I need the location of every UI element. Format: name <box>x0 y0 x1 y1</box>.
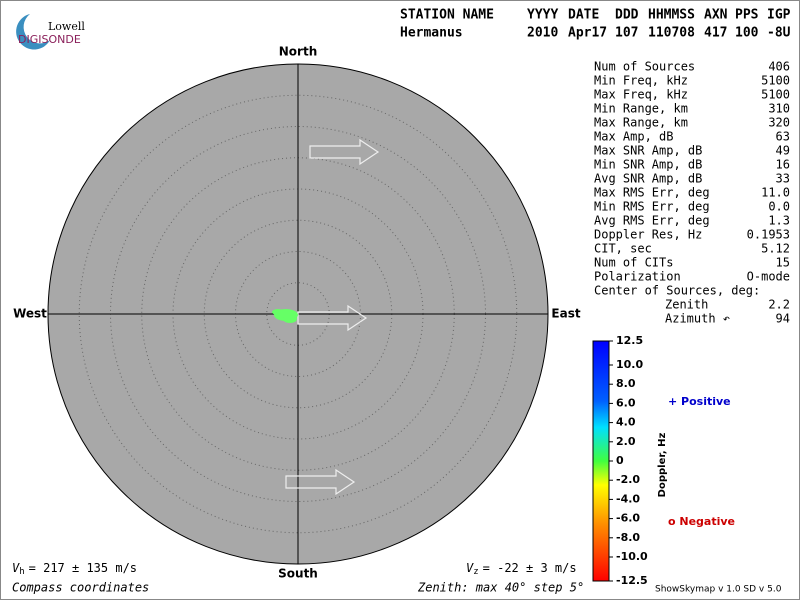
stat-label: Avg RMS Err, deg <box>594 214 710 228</box>
colorbar-tick-label: -8.0 <box>616 531 640 544</box>
header-value: 100 <box>735 26 759 41</box>
stat-label: Polarization <box>594 270 681 284</box>
stat-value: 11.0 <box>761 186 790 200</box>
stat-label: Min RMS Err, deg <box>594 200 710 214</box>
stat-label: Min Freq, kHz <box>594 74 688 88</box>
stat-label: Max Range, km <box>594 116 688 130</box>
stat-value: O-mode <box>747 270 790 284</box>
colorbar-tick-label: 4.0 <box>616 416 636 429</box>
stat-value: 33 <box>776 172 790 186</box>
south-label: South <box>278 567 318 581</box>
header-value: 417 <box>704 26 727 41</box>
stat-label: Num of CITs <box>594 256 673 270</box>
center-title: Center of Sources, deg: <box>594 284 760 298</box>
colorbar-tick-label: -12.5 <box>616 574 648 587</box>
header-column: STATION NAME <box>400 8 494 23</box>
stat-label: Min Range, km <box>594 102 688 116</box>
colorbar-tick-label: -10.0 <box>616 550 648 563</box>
logo-bottom: DIGISONDE <box>18 33 81 46</box>
colorbar-ticks: 12.5 10.0 8.0 6.0 4.0 2.0 0 -2.0 -4.0 -6.0 -8.0 -10… <box>609 334 648 587</box>
header-value: Apr17 <box>568 26 607 41</box>
colorbar-tick-label: 8.0 <box>616 377 636 390</box>
stat-label: Num of Sources <box>594 60 695 74</box>
header-value: -8U <box>767 26 791 41</box>
colorbar-tick-label: 6.0 <box>616 396 636 409</box>
header-column: DATE <box>568 8 599 23</box>
north-label: North <box>279 45 317 59</box>
stat-value: 49 <box>776 144 790 158</box>
zenith-note: Zenith: max 40° step 5° <box>417 581 584 595</box>
stat-value: 15 <box>776 256 790 270</box>
header-value: 107 <box>615 26 638 41</box>
stats-table: Num of Sources 406 Min Freq, kHz 5100 Max Fr… <box>594 60 790 326</box>
stat-label: CIT, sec <box>594 242 652 256</box>
stat-value: 5100 <box>761 88 790 102</box>
stat-value: 0.0 <box>768 200 790 214</box>
stat-label: Min SNR Amp, dB <box>594 158 702 172</box>
stat-value: 310 <box>768 102 790 116</box>
velocity-arrows <box>285 138 380 496</box>
stat-label: Doppler Res, Hz <box>594 228 702 242</box>
stat-value: 5100 <box>761 74 790 88</box>
center-label: Zenith <box>665 298 708 312</box>
header-column: AXN <box>704 8 728 23</box>
stat-value: 5.12 <box>761 242 790 256</box>
colorbar-tick-label: -6.0 <box>616 512 640 525</box>
colorbar-tick-label: -4.0 <box>616 492 640 505</box>
logo-swoosh <box>16 14 50 50</box>
negative-legend: o Negative <box>668 515 735 528</box>
stat-label: Max RMS Err, deg <box>594 186 710 200</box>
colorbar-tick-label: -2.0 <box>616 473 640 486</box>
header-column: PPS <box>735 8 759 23</box>
colorbar-tick-label: 12.5 <box>616 334 643 347</box>
colorbar-tick-label: 2.0 <box>616 435 636 448</box>
stat-value: 320 <box>768 116 790 130</box>
source-cluster <box>272 309 298 323</box>
colorbar-label: Doppler, Hz <box>657 433 668 498</box>
header: STATION NAME YYYY DATE DDD HHMMSS AXN PPS IGP He… <box>400 8 791 41</box>
stat-label: Avg SNR Amp, dB <box>594 172 702 186</box>
center-label: Azimuth ↶ <box>665 312 730 326</box>
header-column: DDD <box>615 8 639 23</box>
west-label: West <box>13 307 47 321</box>
version: ShowSkymap v 1.0 SD v 5.0 <box>655 585 782 595</box>
header-value: Hermanus <box>400 26 463 41</box>
colorbar-tick-label: 10.0 <box>616 358 643 371</box>
stat-value: 16 <box>776 158 790 172</box>
header-column: YYYY <box>527 8 558 23</box>
logo-top: Lowell <box>48 20 85 33</box>
header-value: 2010 <box>527 26 558 41</box>
stat-label: Max Amp, dB <box>594 130 673 144</box>
stat-label: Max Freq, kHz <box>594 88 688 102</box>
stat-label: Max SNR Amp, dB <box>594 144 702 158</box>
header-value: 110708 <box>648 26 695 41</box>
east-label: East <box>551 307 580 321</box>
coordinates-note: Compass coordinates <box>12 581 149 595</box>
stat-value: 63 <box>776 130 790 144</box>
center-value: 94 <box>776 312 790 326</box>
vz: Vz = -22 ± 3 m/s <box>466 561 577 577</box>
header-column: HHMMSS <box>648 8 695 23</box>
stat-value: 0.1953 <box>747 228 790 242</box>
stat-value: 1.3 <box>768 214 790 228</box>
header-column: IGP <box>767 8 791 23</box>
positive-legend: + Positive <box>668 395 731 408</box>
colorbar-tick-label: 0 <box>616 454 624 467</box>
center-value: 2.2 <box>768 298 790 312</box>
colorbar <box>592 340 610 582</box>
stat-value: 406 <box>768 60 790 74</box>
vh: Vh = 217 ± 135 m/s <box>12 561 137 577</box>
